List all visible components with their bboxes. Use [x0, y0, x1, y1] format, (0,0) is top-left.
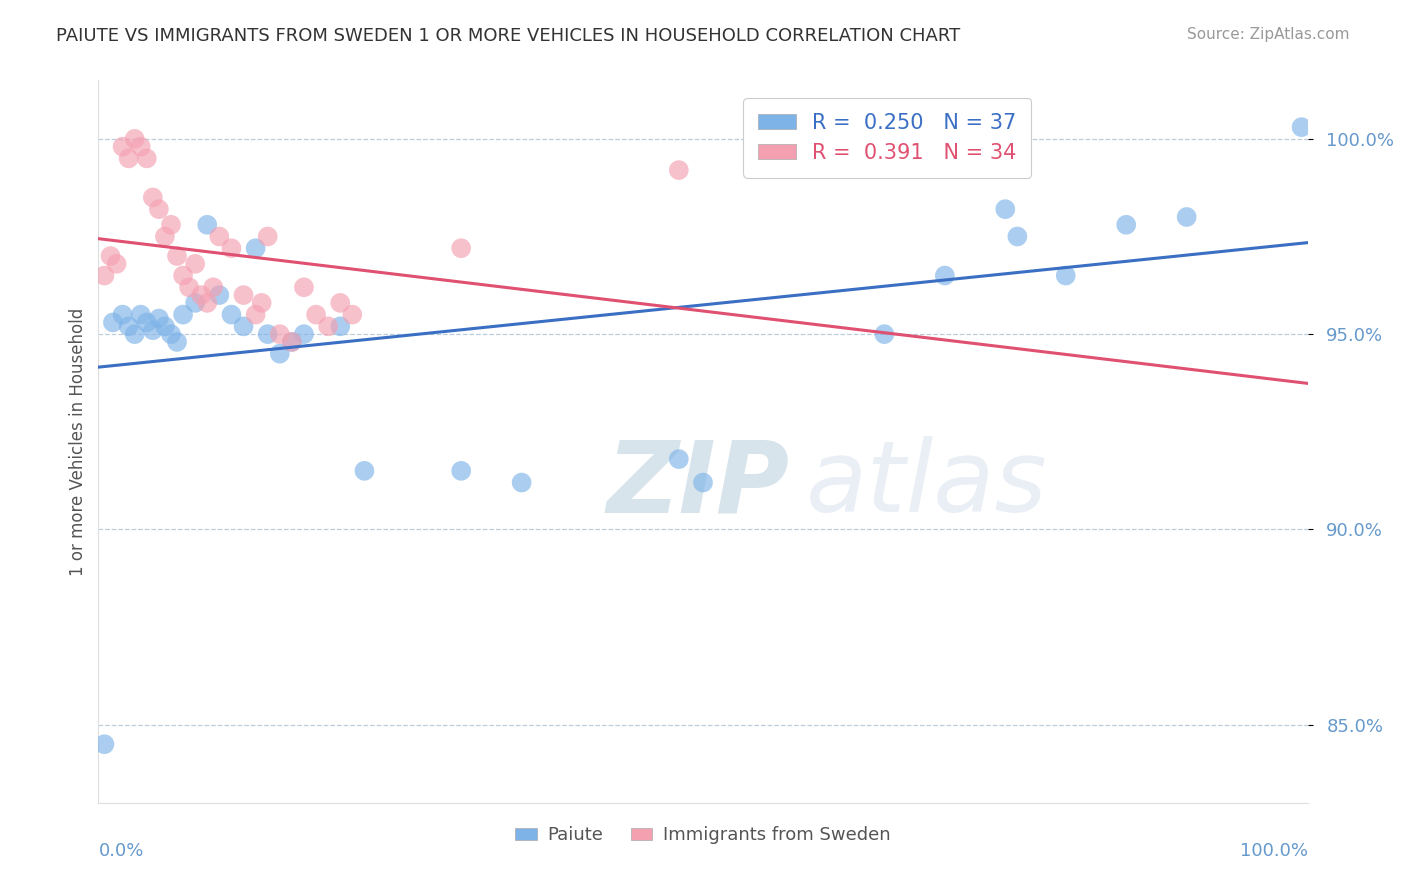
Point [184, 296, 207, 310]
Point [135, 315, 157, 329]
Text: atlas: atlas [806, 436, 1047, 533]
Point [118, 319, 141, 334]
Point [142, 323, 165, 337]
Point [292, 327, 315, 342]
Point [142, 190, 165, 204]
Point [195, 296, 218, 310]
Point [353, 464, 375, 478]
Point [195, 218, 218, 232]
Point [202, 280, 225, 294]
Point [994, 202, 1017, 216]
Point [292, 280, 315, 294]
Point [668, 163, 690, 178]
Point [692, 475, 714, 490]
Point [184, 257, 207, 271]
Point [148, 311, 170, 326]
Point [93, 737, 115, 751]
Point [269, 346, 291, 360]
Point [450, 241, 472, 255]
Text: Source: ZipAtlas.com: Source: ZipAtlas.com [1187, 27, 1350, 42]
Point [172, 268, 194, 283]
Point [256, 327, 278, 342]
Text: ZIP: ZIP [606, 436, 789, 533]
Point [245, 241, 267, 255]
Point [166, 249, 188, 263]
Point [208, 288, 231, 302]
Point [305, 308, 328, 322]
Point [153, 229, 176, 244]
Point [93, 268, 115, 283]
Point [111, 139, 134, 153]
Point [232, 319, 254, 334]
Point [250, 296, 273, 310]
Point [148, 202, 170, 216]
Point [1054, 268, 1077, 283]
Point [166, 334, 188, 349]
Point [1115, 218, 1137, 232]
Point [172, 308, 194, 322]
Point [221, 308, 243, 322]
Point [1291, 120, 1313, 135]
Point [450, 464, 472, 478]
Point [179, 280, 201, 294]
Point [245, 308, 267, 322]
Point [153, 319, 176, 334]
Point [256, 229, 278, 244]
Point [342, 308, 364, 322]
Point [232, 288, 254, 302]
Point [208, 229, 231, 244]
Point [1007, 229, 1029, 244]
Point [129, 139, 152, 153]
Point [1175, 210, 1198, 224]
Point [100, 249, 122, 263]
Point [135, 152, 157, 166]
Point [111, 308, 134, 322]
Point [269, 327, 291, 342]
Point [329, 296, 352, 310]
Point [281, 334, 304, 349]
Text: 0.0%: 0.0% [98, 842, 143, 860]
Y-axis label: 1 or more Vehicles in Household: 1 or more Vehicles in Household [69, 308, 87, 575]
Point [668, 452, 690, 467]
Point [101, 315, 124, 329]
Point [160, 218, 183, 232]
Text: 100.0%: 100.0% [1240, 842, 1308, 860]
Point [281, 334, 304, 349]
Point [129, 308, 152, 322]
Point [934, 268, 956, 283]
Point [873, 327, 896, 342]
Point [221, 241, 243, 255]
Point [124, 327, 146, 342]
Point [105, 257, 128, 271]
Point [118, 152, 141, 166]
Point [329, 319, 352, 334]
Point [316, 319, 339, 334]
Point [124, 132, 146, 146]
Text: PAIUTE VS IMMIGRANTS FROM SWEDEN 1 OR MORE VEHICLES IN HOUSEHOLD CORRELATION CHA: PAIUTE VS IMMIGRANTS FROM SWEDEN 1 OR MO… [56, 27, 960, 45]
Point [190, 288, 212, 302]
Legend: Paiute, Immigrants from Sweden: Paiute, Immigrants from Sweden [508, 819, 898, 852]
Point [510, 475, 533, 490]
Point [160, 327, 183, 342]
